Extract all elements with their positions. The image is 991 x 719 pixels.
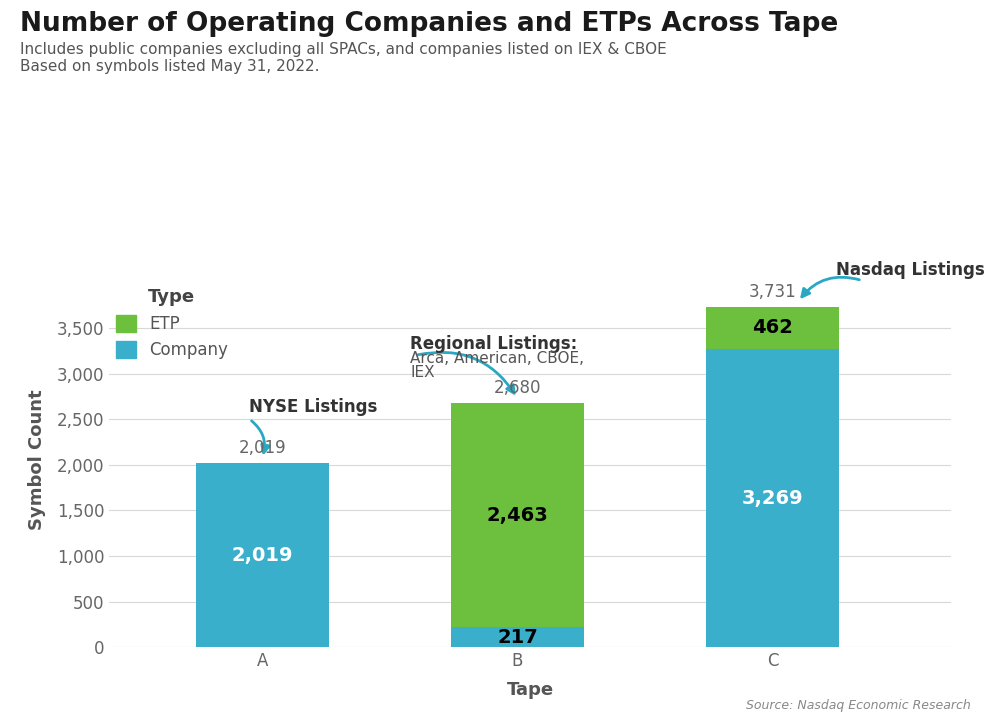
Text: Based on symbols listed May 31, 2022.: Based on symbols listed May 31, 2022. <box>20 59 319 74</box>
Text: 2,019: 2,019 <box>239 439 286 457</box>
X-axis label: Tape: Tape <box>506 681 554 699</box>
Text: Includes public companies excluding all SPACs, and companies listed on IEX & CBO: Includes public companies excluding all … <box>20 42 667 57</box>
Y-axis label: Symbol Count: Symbol Count <box>28 390 46 531</box>
Text: 3,269: 3,269 <box>742 488 804 508</box>
Text: Nasdaq Listings: Nasdaq Listings <box>836 261 985 279</box>
Text: Source: Nasdaq Economic Research: Source: Nasdaq Economic Research <box>746 699 971 712</box>
Text: IEX: IEX <box>410 365 435 380</box>
Text: 2,463: 2,463 <box>487 505 548 525</box>
Text: 2,019: 2,019 <box>232 546 293 564</box>
Text: Regional Listings:: Regional Listings: <box>410 334 578 352</box>
Bar <box>451 403 584 627</box>
Text: 217: 217 <box>497 628 538 646</box>
Legend: ETP, Company: ETP, Company <box>109 282 235 366</box>
Text: 462: 462 <box>752 319 793 337</box>
Text: NYSE Listings: NYSE Listings <box>250 398 378 416</box>
Text: Arca, American, CBOE,: Arca, American, CBOE, <box>410 352 585 366</box>
Bar <box>451 627 584 647</box>
Bar <box>196 463 329 647</box>
Text: 2,680: 2,680 <box>494 379 541 397</box>
Text: Number of Operating Companies and ETPs Across Tape: Number of Operating Companies and ETPs A… <box>20 11 838 37</box>
Bar <box>707 307 839 349</box>
Bar <box>707 349 839 647</box>
Text: 3,731: 3,731 <box>749 283 797 301</box>
